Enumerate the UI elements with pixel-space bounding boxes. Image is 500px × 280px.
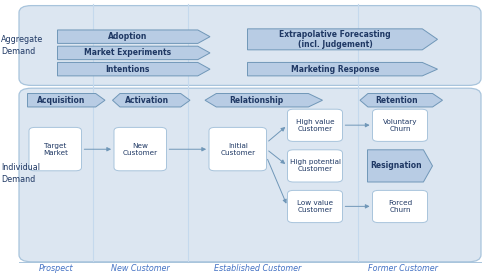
Polygon shape [28,94,105,107]
FancyBboxPatch shape [288,150,343,182]
Text: Former Customer: Former Customer [368,264,438,273]
Text: Marketing Response: Marketing Response [290,65,379,74]
FancyBboxPatch shape [372,190,428,223]
FancyBboxPatch shape [114,127,166,171]
Polygon shape [58,46,210,60]
Text: Voluntary
Churn: Voluntary Churn [383,119,417,132]
Polygon shape [248,62,438,76]
Text: High value
Customer: High value Customer [296,119,335,132]
Text: New
Customer: New Customer [122,143,158,156]
Text: Target
Market: Target Market [43,143,68,156]
FancyBboxPatch shape [19,6,481,85]
Polygon shape [58,30,210,43]
Text: Relationship: Relationship [230,96,284,105]
Text: Retention: Retention [375,96,418,105]
Text: Forced
Churn: Forced Churn [388,200,412,213]
Text: Intentions: Intentions [106,65,150,74]
Text: New Customer: New Customer [110,264,170,273]
Text: Resignation: Resignation [370,161,422,171]
FancyBboxPatch shape [19,88,481,262]
Text: Individual
Demand: Individual Demand [1,163,40,184]
Polygon shape [368,150,432,182]
Text: Adoption: Adoption [108,32,148,41]
Text: High potential
Customer: High potential Customer [290,159,341,172]
FancyBboxPatch shape [288,109,343,141]
FancyBboxPatch shape [288,190,343,223]
Polygon shape [112,94,190,107]
Text: Market Experiments: Market Experiments [84,48,171,57]
Text: Low value
Customer: Low value Customer [297,200,333,213]
Polygon shape [205,94,322,107]
Polygon shape [360,94,442,107]
FancyBboxPatch shape [29,127,82,171]
Text: Extrapolative Forecasting
(incl. Judgement): Extrapolative Forecasting (incl. Judgeme… [279,30,390,49]
Polygon shape [248,29,438,50]
Text: Prospect: Prospect [39,264,74,273]
Polygon shape [58,62,210,76]
FancyBboxPatch shape [209,127,266,171]
Text: Aggregate
Demand: Aggregate Demand [1,35,43,56]
Text: Activation: Activation [124,96,168,105]
Text: Established Customer: Established Customer [214,264,301,273]
FancyBboxPatch shape [372,109,428,141]
Text: Acquisition: Acquisition [38,96,86,105]
Text: Initial
Customer: Initial Customer [220,143,256,156]
